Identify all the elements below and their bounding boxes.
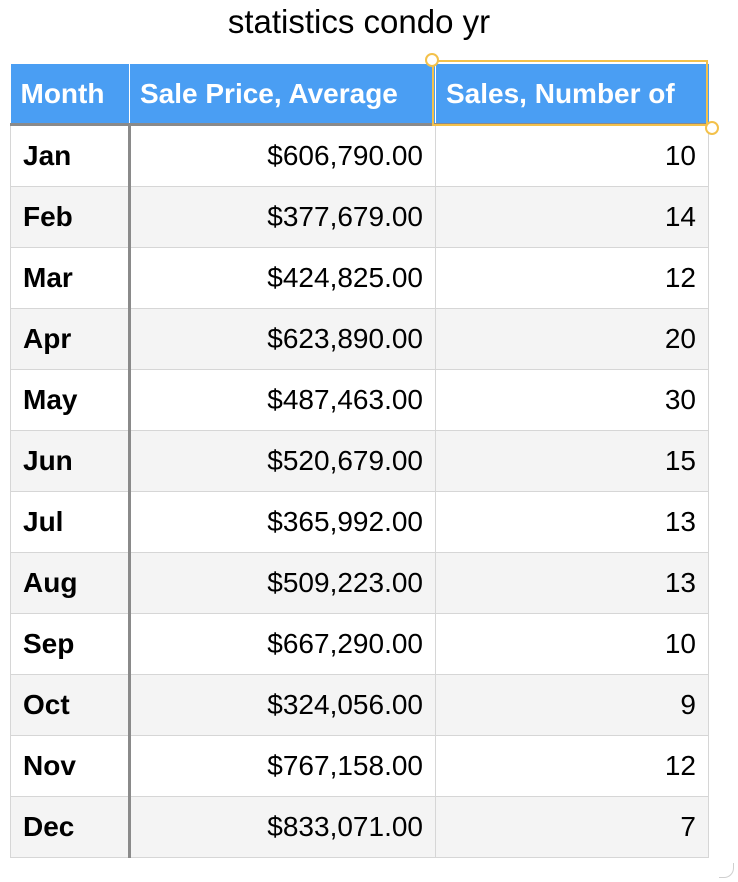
selection-handle-bottom-right[interactable] xyxy=(705,121,719,135)
price-cell[interactable]: $424,825.00 xyxy=(129,247,436,309)
table-row: Sep $667,290.00 10 xyxy=(10,613,709,675)
column-header-month[interactable]: Month xyxy=(10,64,130,126)
price-cell[interactable]: $324,056.00 xyxy=(129,674,436,736)
table-row: Jun $520,679.00 15 xyxy=(10,430,709,492)
table-row: Nov $767,158.00 12 xyxy=(10,735,709,797)
month-cell[interactable]: Oct xyxy=(10,674,131,736)
data-table: Month Sale Price, Average Sales, Number … xyxy=(10,64,709,858)
month-cell[interactable]: Feb xyxy=(10,186,131,248)
price-cell[interactable]: $377,679.00 xyxy=(129,186,436,248)
month-cell[interactable]: May xyxy=(10,369,131,431)
count-cell[interactable]: 14 xyxy=(435,186,709,248)
price-cell[interactable]: $667,290.00 xyxy=(129,613,436,675)
month-cell[interactable]: Jul xyxy=(10,491,131,553)
table-title[interactable]: statistics condo yr xyxy=(227,3,491,40)
count-cell[interactable]: 12 xyxy=(435,735,709,797)
price-cell[interactable]: $606,790.00 xyxy=(129,124,436,187)
month-cell[interactable]: Dec xyxy=(10,796,131,858)
column-header-sale-price-average[interactable]: Sale Price, Average xyxy=(129,64,436,126)
count-cell[interactable]: 30 xyxy=(435,369,709,431)
resize-corner-icon[interactable] xyxy=(719,863,734,878)
month-cell[interactable]: Mar xyxy=(10,247,131,309)
price-cell[interactable]: $365,992.00 xyxy=(129,491,436,553)
table-row: Dec $833,071.00 7 xyxy=(10,796,709,858)
month-cell[interactable]: Nov xyxy=(10,735,131,797)
month-cell[interactable]: Apr xyxy=(10,308,131,370)
table-row: Jan $606,790.00 10 xyxy=(10,124,709,187)
price-cell[interactable]: $520,679.00 xyxy=(129,430,436,492)
month-cell[interactable]: Jun xyxy=(10,430,131,492)
table-row: Oct $324,056.00 9 xyxy=(10,674,709,736)
count-cell[interactable]: 20 xyxy=(435,308,709,370)
table-row: Jul $365,992.00 13 xyxy=(10,491,709,553)
selection-handle-top-left[interactable] xyxy=(425,53,439,67)
table-row: May $487,463.00 30 xyxy=(10,369,709,431)
price-cell[interactable]: $623,890.00 xyxy=(129,308,436,370)
count-cell[interactable]: 13 xyxy=(435,491,709,553)
price-cell[interactable]: $509,223.00 xyxy=(129,552,436,614)
count-cell[interactable]: 9 xyxy=(435,674,709,736)
count-cell[interactable]: 13 xyxy=(435,552,709,614)
price-cell[interactable]: $767,158.00 xyxy=(129,735,436,797)
count-cell[interactable]: 7 xyxy=(435,796,709,858)
table-row: Feb $377,679.00 14 xyxy=(10,186,709,248)
table-row: Apr $623,890.00 20 xyxy=(10,308,709,370)
price-cell[interactable]: $833,071.00 xyxy=(129,796,436,858)
header-row: Month Sale Price, Average Sales, Number … xyxy=(10,64,709,126)
count-cell[interactable]: 15 xyxy=(435,430,709,492)
month-cell[interactable]: Jan xyxy=(10,124,131,187)
price-cell[interactable]: $487,463.00 xyxy=(129,369,436,431)
table-row: Mar $424,825.00 12 xyxy=(10,247,709,309)
column-header-sales-number-of[interactable]: Sales, Number of xyxy=(435,64,709,126)
month-cell[interactable]: Sep xyxy=(10,613,131,675)
count-cell[interactable]: 10 xyxy=(435,124,709,187)
table-row: Aug $509,223.00 13 xyxy=(10,552,709,614)
count-cell[interactable]: 10 xyxy=(435,613,709,675)
count-cell[interactable]: 12 xyxy=(435,247,709,309)
month-cell[interactable]: Aug xyxy=(10,552,131,614)
